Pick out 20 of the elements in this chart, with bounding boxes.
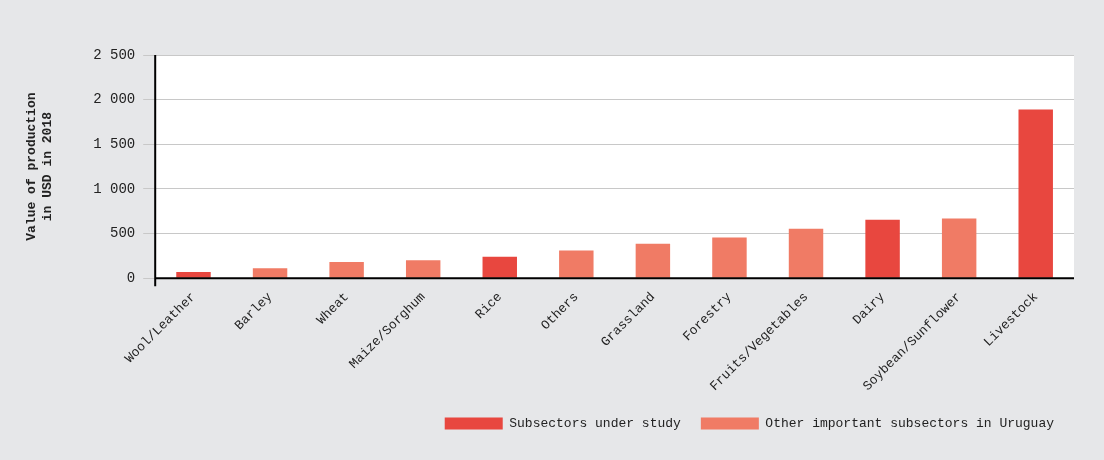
bar [788, 228, 824, 278]
y-tick-label: 1 500 [93, 135, 136, 152]
y-tick-label: 1 000 [93, 180, 136, 197]
bar [329, 262, 364, 278]
bar [1018, 109, 1053, 278]
y-tick-label: 500 [109, 225, 136, 242]
bar [865, 219, 900, 278]
legend-label: Other important subsectors in Uruguay [765, 415, 1055, 431]
y-tick-label: 0 [126, 269, 136, 286]
y-axis-title: Value of production in USD in 2018 [24, 92, 55, 241]
bar [712, 237, 747, 278]
bar [252, 268, 288, 278]
bar [559, 250, 594, 278]
bar [941, 218, 977, 278]
bar [482, 256, 517, 278]
legend-label: Subsectors under study [509, 415, 682, 431]
y-tick-label: 2 000 [93, 91, 136, 108]
y-tick-label: 2 500 [93, 46, 136, 63]
bar [405, 260, 441, 278]
bar [635, 243, 671, 278]
